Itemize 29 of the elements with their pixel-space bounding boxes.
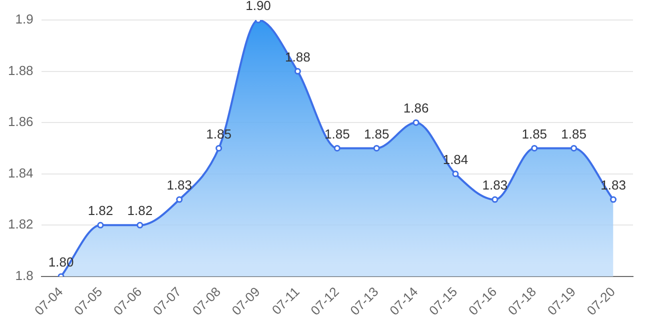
point: [610, 196, 617, 203]
point: [570, 144, 578, 152]
point: [531, 144, 538, 152]
point: [97, 222, 104, 228]
point: [334, 144, 340, 152]
data-label: 1.86: [403, 100, 429, 116]
data-label: 1.90: [246, 0, 271, 14]
data-label: 1.85: [561, 126, 586, 142]
point: [492, 196, 498, 203]
point: [412, 119, 420, 126]
data-label: 1.85: [324, 126, 350, 142]
data-label: 1.85: [522, 126, 548, 142]
point: [216, 144, 222, 152]
data-label: 1.83: [166, 178, 192, 193]
point: [373, 144, 380, 152]
y-tick-label: 1.84: [8, 165, 34, 180]
data-label: 1.82: [88, 203, 114, 218]
data-label: 1.82: [127, 203, 153, 218]
data-label: 1.85: [364, 126, 390, 142]
point: [294, 68, 301, 75]
point: [136, 222, 144, 228]
y-tick-label: 1.9: [15, 12, 34, 27]
y-tick-label: 1.86: [8, 114, 34, 130]
point: [176, 196, 183, 203]
point: [452, 170, 459, 178]
data-label: 1.83: [482, 178, 508, 193]
y-tick-label: 1.82: [8, 216, 34, 232]
y-tick-label: 1.8: [15, 268, 34, 284]
y-tick-label: 1.88: [8, 62, 34, 78]
